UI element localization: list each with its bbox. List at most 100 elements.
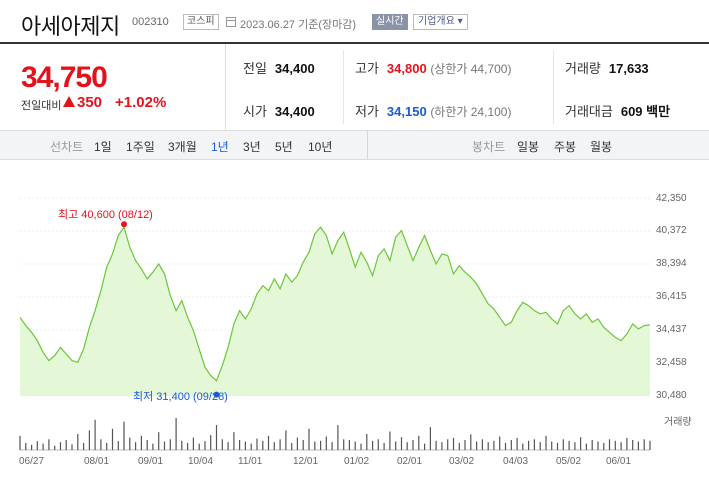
volume-bar: [233, 432, 235, 450]
stock-header: 아세아제지 002310 코스피 2023.06.27 기준(장마감) 실시간 …: [0, 0, 709, 44]
volume-bar: [348, 440, 350, 450]
stock-code: 002310: [132, 16, 169, 28]
volume-bar: [452, 437, 455, 450]
volume-bar: [239, 440, 241, 450]
volume-label: 거래량: [664, 417, 692, 428]
volume-bar: [580, 437, 582, 450]
volume-bar: [464, 440, 466, 450]
realtime-button[interactable]: 실시간: [372, 14, 408, 30]
prev-value: 34,400: [274, 61, 315, 76]
period-bar: 선차트 1일 1주일 3개월 1년 3년 5년 10년 봉차트 일봉 주봉 월봉: [0, 130, 709, 160]
volume-bar: [123, 421, 125, 450]
candle-monthly[interactable]: 월봉: [590, 140, 613, 154]
vol-value: 17,633: [608, 61, 649, 76]
volume-bar: [320, 440, 322, 450]
volume-bar: [470, 434, 472, 450]
period-3y[interactable]: 3년: [243, 140, 261, 154]
volume-bar: [366, 434, 368, 450]
x-tick: 10/04: [188, 456, 214, 467]
volume-bar: [574, 442, 576, 450]
volume-bar: [158, 432, 160, 450]
x-tick: 12/01: [293, 456, 319, 467]
x-tick: 03/02: [449, 456, 475, 467]
volume-bar: [568, 440, 570, 450]
volume-bar: [279, 439, 281, 450]
lower-limit: (하한가 24,100): [430, 105, 512, 119]
volume-bar: [19, 435, 21, 450]
volume-bar: [325, 436, 327, 450]
volume-bar: [585, 443, 587, 450]
volume-bar: [192, 437, 194, 450]
volume-bar: [250, 443, 252, 450]
divider: [367, 131, 368, 159]
volume-bar: [481, 439, 483, 450]
volume-bar: [516, 437, 518, 450]
volume-bar: [429, 427, 431, 450]
high-label: 고가: [355, 61, 379, 76]
volume-bar: [614, 440, 616, 450]
volume-bar: [100, 439, 102, 450]
volume-bar: [510, 440, 512, 450]
volume-bars: [19, 418, 651, 450]
prev-close: 전일 34,400: [243, 58, 315, 77]
volume-bar: [493, 440, 495, 450]
volume-bar: [77, 434, 79, 450]
volume-bar: [59, 442, 62, 450]
volume-bar: [556, 442, 559, 450]
period-5y[interactable]: 5년: [275, 140, 293, 154]
volume-bar: [111, 428, 114, 450]
volume-bar: [418, 435, 420, 450]
low-value: 34,150: [386, 104, 427, 119]
high-value: 34,800: [386, 61, 427, 76]
divider: [343, 50, 344, 124]
divider: [553, 50, 554, 124]
prev-label: 전일: [243, 61, 267, 76]
amount-value: 609 백만: [620, 104, 671, 119]
date-text: 2023.06.27 기준(장마감): [240, 19, 357, 31]
candle-daily[interactable]: 일봉: [517, 140, 540, 154]
volume-bar: [603, 442, 605, 450]
x-tick: 04/03: [503, 456, 529, 467]
volume-bar: [187, 442, 189, 450]
company-overview-dropdown[interactable]: 기업개요 ▾: [413, 14, 468, 30]
period-1w[interactable]: 1주일: [126, 140, 155, 154]
volume-bar: [175, 418, 177, 450]
period-3m[interactable]: 3개월: [168, 140, 197, 154]
candle-weekly[interactable]: 주봉: [554, 140, 577, 154]
period-1d[interactable]: 1일: [94, 140, 112, 154]
open-price: 시가 34,400: [243, 101, 315, 120]
volume-bar: [551, 441, 553, 450]
period-1y[interactable]: 1년: [211, 140, 229, 154]
volume-bar: [447, 439, 449, 450]
volume-bar: [285, 430, 287, 450]
volume-bar: [135, 442, 137, 450]
volume-bar: [314, 441, 316, 450]
volume-bar: [54, 445, 56, 450]
volume-bar: [204, 441, 206, 450]
volume-bar: [83, 442, 85, 450]
high-annotation: 최고 40,600 (08/12): [58, 209, 153, 221]
diff-label: 전일대비: [21, 100, 62, 112]
price-summary: 34,750 전일대비 350 +1.02%: [0, 44, 226, 130]
x-tick: 09/01: [138, 456, 164, 467]
volume-bar: [106, 442, 108, 450]
volume-bar: [129, 437, 131, 450]
volume-bar: [117, 441, 119, 450]
volume-bar: [406, 442, 408, 450]
volume-bar: [643, 439, 645, 450]
low-label: 저가: [355, 104, 379, 119]
y-tick: 38,394: [656, 258, 687, 269]
low-annotation: 최저 31,400 (09/28): [133, 391, 228, 403]
volume-bar: [424, 443, 426, 450]
volume-bar: [273, 442, 275, 450]
volume-bar: [302, 440, 304, 450]
volume-bar: [71, 444, 73, 450]
price-area: [20, 227, 650, 396]
volume-bar: [400, 437, 403, 450]
period-10y[interactable]: 10년: [308, 140, 333, 154]
volume-bar: [215, 425, 218, 450]
quote-info-grid: 전일 34,400 시가 34,400 고가 34,800 (상한가 44,700) …: [226, 44, 709, 130]
volume-bar: [169, 439, 171, 450]
volume-bar: [372, 440, 374, 450]
vol-label: 거래량: [565, 61, 601, 76]
